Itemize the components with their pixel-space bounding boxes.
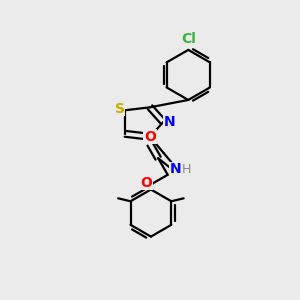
Text: N: N <box>170 162 182 176</box>
Text: O: O <box>144 130 156 144</box>
Text: O: O <box>140 176 152 190</box>
Text: H: H <box>182 163 191 176</box>
Text: Cl: Cl <box>181 32 196 46</box>
Text: N: N <box>163 115 175 129</box>
Text: S: S <box>115 102 125 116</box>
